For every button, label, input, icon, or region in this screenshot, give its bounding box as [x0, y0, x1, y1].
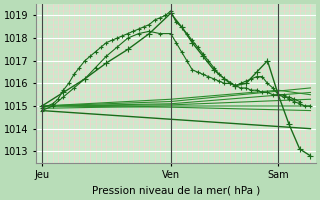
X-axis label: Pression niveau de la mer( hPa ): Pression niveau de la mer( hPa ) [92, 186, 260, 196]
